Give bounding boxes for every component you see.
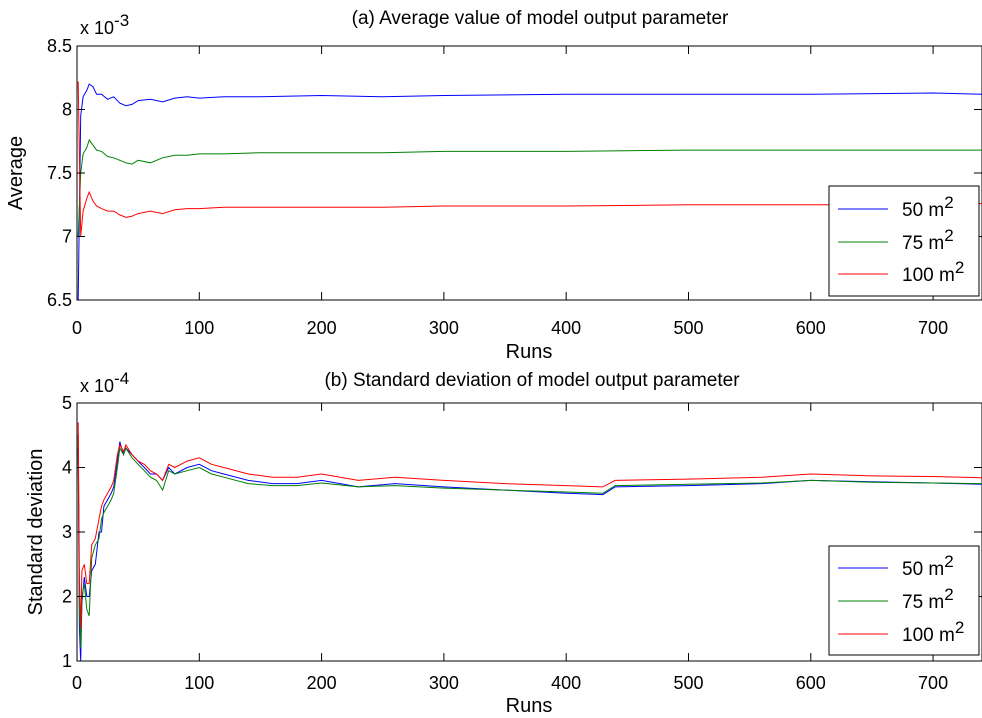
series-layer bbox=[77, 422, 982, 662]
x-axis-label: Runs bbox=[506, 695, 553, 717]
multiplier-base: x 10 bbox=[80, 376, 114, 396]
series-layer bbox=[77, 81, 982, 301]
y-tick-label: 7.5 bbox=[47, 163, 72, 183]
x-tick-label: 0 bbox=[72, 673, 82, 693]
legend-label-50: 50 m2 bbox=[902, 193, 954, 221]
legend: 50 m2 75 m2 100 m2 bbox=[828, 545, 980, 656]
chart-title: (b) Standard deviation of model output p… bbox=[324, 370, 740, 391]
y-multiplier: x 10-3 bbox=[80, 11, 129, 38]
x-tick-label: 100 bbox=[184, 673, 214, 693]
x-tick-label: 200 bbox=[307, 318, 337, 338]
series-line-0 bbox=[77, 83, 982, 301]
y-tick-label: 1 bbox=[62, 651, 72, 671]
y-tick-label: 2 bbox=[62, 587, 72, 607]
x-tick-label: 400 bbox=[551, 673, 581, 693]
y-axis-ticks: 6.5 7 7.5 8 8.5 bbox=[47, 36, 982, 310]
x-axis-ticks: 0 100 200 300 400 500 600 700 bbox=[72, 403, 948, 693]
x-tick-label: 300 bbox=[429, 673, 459, 693]
multiplier-base: x 10 bbox=[80, 18, 114, 38]
y-axis-label: Average bbox=[5, 136, 27, 210]
series-line-1 bbox=[77, 138, 982, 237]
y-tick-label: 4 bbox=[62, 458, 72, 478]
y-multiplier: x 10-4 bbox=[80, 369, 129, 396]
legend-label-75: 75 m2 bbox=[902, 585, 954, 613]
x-tick-label: 0 bbox=[72, 318, 82, 338]
y-tick-label: 7 bbox=[62, 227, 72, 247]
legend-label-100: 100 m2 bbox=[902, 618, 964, 646]
legend-box bbox=[828, 185, 980, 297]
x-tick-label: 600 bbox=[796, 673, 826, 693]
average-panel: (a) Average value of model output parame… bbox=[5, 8, 982, 363]
x-tick-label: 200 bbox=[307, 673, 337, 693]
legend: 50 m2 75 m2 100 m2 bbox=[828, 185, 980, 297]
multiplier-exponent: -3 bbox=[114, 11, 129, 30]
chart-title: (a) Average value of model output parame… bbox=[352, 8, 729, 29]
y-tick-label: 5 bbox=[62, 393, 72, 413]
x-axis-ticks: 0 100 200 300 400 500 600 700 bbox=[72, 46, 948, 338]
x-tick-label: 500 bbox=[673, 318, 703, 338]
x-tick-label: 700 bbox=[918, 318, 948, 338]
x-tick-label: 300 bbox=[429, 318, 459, 338]
y-tick-label: 8 bbox=[62, 100, 72, 120]
legend-label-50: 50 m2 bbox=[902, 552, 954, 580]
legend-label-100: 100 m2 bbox=[902, 258, 964, 286]
x-axis-label: Runs bbox=[506, 341, 553, 363]
x-tick-label: 600 bbox=[796, 318, 826, 338]
y-tick-label: 8.5 bbox=[47, 36, 72, 56]
x-tick-label: 400 bbox=[551, 318, 581, 338]
y-axis-label: Standard deviation bbox=[25, 449, 47, 616]
series-line-1 bbox=[77, 435, 982, 649]
series-line-2 bbox=[77, 422, 982, 629]
legend-label-75: 75 m2 bbox=[902, 226, 954, 254]
y-tick-label: 3 bbox=[62, 522, 72, 542]
x-tick-label: 700 bbox=[918, 673, 948, 693]
y-tick-label: 6.5 bbox=[47, 290, 72, 310]
multiplier-exponent: -4 bbox=[114, 369, 129, 388]
std-dev-panel: (b) Standard deviation of model output p… bbox=[25, 369, 982, 717]
series-line-2 bbox=[77, 81, 982, 237]
x-tick-label: 500 bbox=[673, 673, 703, 693]
x-tick-label: 100 bbox=[184, 318, 214, 338]
